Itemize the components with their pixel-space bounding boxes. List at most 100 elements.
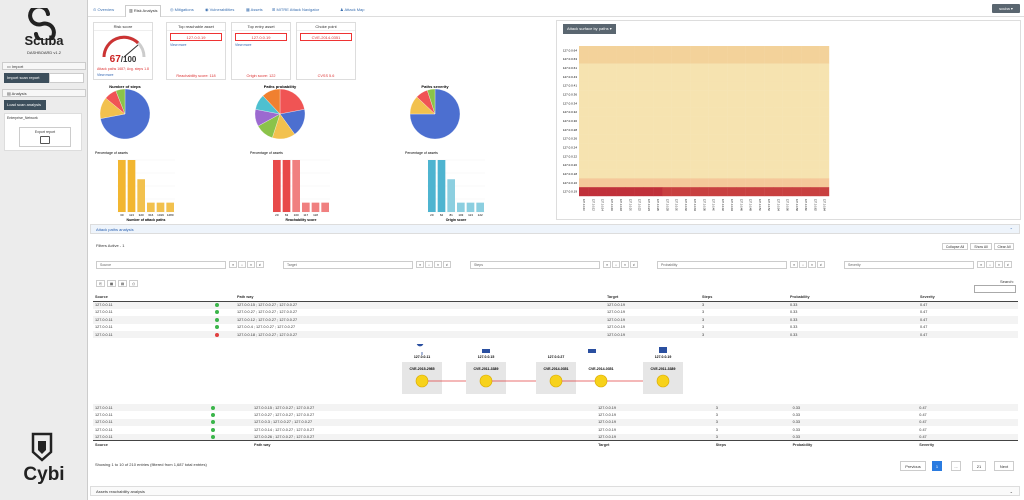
status-toggle-icon[interactable] (211, 413, 216, 418)
user-menu[interactable]: scuba ▾ (992, 4, 1020, 13)
table-row[interactable]: 127.0.0.11 127.0.0.27 ; 127.0.0.27 ; 127.… (93, 411, 1018, 418)
analysis-section-header[interactable]: ▤ Analysis (2, 89, 86, 97)
pager-page-last[interactable]: 21 (972, 461, 986, 471)
column-header[interactable]: Severity (918, 294, 1018, 302)
filter-severity[interactable]: Severity (844, 261, 974, 269)
filter-op-button[interactable]: ↓ (799, 261, 807, 268)
status-toggle-icon[interactable] (215, 310, 219, 315)
table-row[interactable]: 127.0.0.11 127.0.0.4 ; 127.0.0.27 ; 127.0… (93, 324, 1018, 331)
filter-op-button[interactable]: ↓ (425, 261, 433, 268)
status-toggle-icon[interactable] (211, 435, 216, 439)
bar-steps-5 (166, 202, 174, 212)
column-header[interactable]: Probability (788, 294, 918, 302)
heat-cell (754, 187, 765, 197)
attack-paths-section-header[interactable]: Attack paths analysis ⌃ (90, 224, 1020, 234)
status-toggle-icon[interactable] (215, 317, 219, 322)
column-header[interactable]: Path way (235, 294, 605, 302)
filter-op-button[interactable]: ↓ (986, 261, 994, 268)
table-row[interactable]: 127.0.0.11 127.0.0.3 ; 127.0.0.27 ; 127.0… (93, 418, 1018, 427)
heat-col-label-21: 127.0.0.54 (776, 199, 779, 211)
column-header[interactable]: Source (93, 294, 213, 302)
filter-op-button[interactable]: ≠ (443, 261, 451, 268)
clear-all-button[interactable]: Clear All (994, 243, 1014, 250)
filter-probability[interactable]: Probability (657, 261, 787, 269)
bar-steps-4 (156, 202, 165, 212)
tab-mitre[interactable]: ⊞ MITRE Attack Navigator (272, 7, 320, 12)
filter-source[interactable]: Source (96, 261, 226, 269)
filter-op-button[interactable]: ≡ (416, 261, 424, 268)
filter-op-button[interactable]: × (247, 261, 255, 268)
heat-cell (671, 98, 682, 108)
table-row[interactable]: 127.0.0.11 127.0.0.12 ; 127.0.0.27 ; 127.… (93, 316, 1018, 324)
filter-op-button[interactable]: × (808, 261, 816, 268)
filter-op-button[interactable]: ≠ (817, 261, 825, 268)
collapse-all-button[interactable]: Collapse All (942, 243, 968, 250)
filter-op-button[interactable]: × (621, 261, 629, 268)
filter-op-button[interactable]: × (995, 261, 1003, 268)
filter-op-button[interactable]: ≠ (1004, 261, 1012, 268)
column-header[interactable]: Target (605, 294, 700, 302)
status-toggle-icon[interactable] (215, 303, 219, 308)
status-toggle-icon[interactable] (211, 405, 216, 410)
heat-cell (588, 116, 598, 126)
status-toggle-icon[interactable] (215, 332, 219, 337)
heat-cell (810, 187, 820, 197)
heat-cell (773, 98, 783, 108)
csv-button[interactable]: ▦ (107, 280, 116, 287)
table-row[interactable]: 127.0.0.11 127.0.0.15 ; 127.0.0.27 ; 127.… (93, 404, 1018, 412)
entry-view-more-link[interactable]: View more (235, 43, 252, 47)
show-all-button[interactable]: Show All (970, 243, 992, 250)
tab-overview[interactable]: ⊙ Overview (93, 7, 115, 12)
filter-steps[interactable]: Steps (470, 261, 600, 269)
pager-previous[interactable]: Previous (900, 461, 926, 471)
status-toggle-icon[interactable] (211, 427, 216, 432)
filter-op-button[interactable]: ≡ (977, 261, 985, 268)
filter-op-button[interactable]: ≡ (790, 261, 798, 268)
filter-op-button[interactable]: × (434, 261, 442, 268)
filter-op-button[interactable]: ≡ (603, 261, 611, 268)
filter-op-button[interactable]: ≠ (256, 261, 264, 268)
table-cell: 127.0.0.11 (93, 433, 210, 441)
load-scan-analysis-button[interactable]: Load scan analysis (4, 100, 46, 110)
heat-cell (662, 98, 672, 108)
copy-button[interactable]: ⎘ (96, 280, 105, 287)
filter-target[interactable]: Target (283, 261, 413, 269)
attack-surface-button[interactable]: Attack surface by paths ▾ (563, 24, 616, 34)
tab-mitigations[interactable]: ◎ Mitigations (170, 7, 194, 12)
column-header[interactable]: Steps (700, 294, 788, 302)
tab-vulnerabilities[interactable]: ◉ Vulnerabilities (205, 7, 235, 12)
heat-cell (699, 46, 709, 56)
heat-cell (717, 63, 728, 73)
graph-cve-label: CVE-2011-3389 (651, 367, 676, 371)
filter-op-button[interactable]: ≡ (229, 261, 237, 268)
table-row[interactable]: 127.0.0.11 127.0.0.27 ; 127.0.0.27 ; 127.… (93, 309, 1018, 316)
pager-page-1[interactable]: 1 (932, 461, 942, 471)
pager-next[interactable]: Next (994, 461, 1014, 471)
table-row[interactable]: 127.0.0.11 127.0.0.15 ; 127.0.0.27 ; 127.… (93, 301, 1018, 309)
excel-button[interactable]: ▤ (118, 280, 127, 287)
tab-attack-map[interactable]: ♟ Attack Map (340, 7, 365, 12)
tab-risk-analysis[interactable]: ▥ Risk Analysis (125, 5, 162, 17)
reachability-section-header[interactable]: Assets reachability analysis ⌄ (90, 486, 1020, 496)
table-row[interactable]: 127.0.0.11 127.0.0.18 ; 127.0.0.27 ; 127.… (93, 330, 1018, 339)
print-button[interactable]: ⎙ (129, 280, 138, 287)
filter-op-button[interactable]: ↓ (238, 261, 246, 268)
heat-cell (764, 151, 774, 161)
import-file-input[interactable] (49, 73, 84, 83)
import-section-header[interactable]: ▭ Import (2, 62, 86, 70)
search-input[interactable] (974, 285, 1016, 293)
status-toggle-icon[interactable] (215, 325, 219, 330)
export-report-button[interactable] (40, 136, 50, 144)
table-row[interactable]: 127.0.0.11 127.0.0.14 ; 127.0.0.27 ; 127.… (93, 426, 1018, 433)
reach-view-more-link[interactable]: View more (170, 43, 187, 47)
tab-assets[interactable]: ▦ Assets (246, 7, 263, 12)
import-scan-report-button[interactable]: Import scan report (4, 73, 49, 83)
filter-op-button[interactable]: ↓ (612, 261, 620, 268)
status-toggle-icon[interactable] (211, 420, 216, 425)
graph-node (479, 374, 493, 388)
table-row[interactable]: 127.0.0.11 127.0.0.26 ; 127.0.0.27 ; 127.… (93, 433, 1018, 441)
filter-op-button[interactable]: ≠ (630, 261, 638, 268)
heat-cell (662, 160, 672, 170)
column-header[interactable] (213, 294, 235, 302)
risk-view-more-link[interactable]: View more (97, 73, 114, 77)
